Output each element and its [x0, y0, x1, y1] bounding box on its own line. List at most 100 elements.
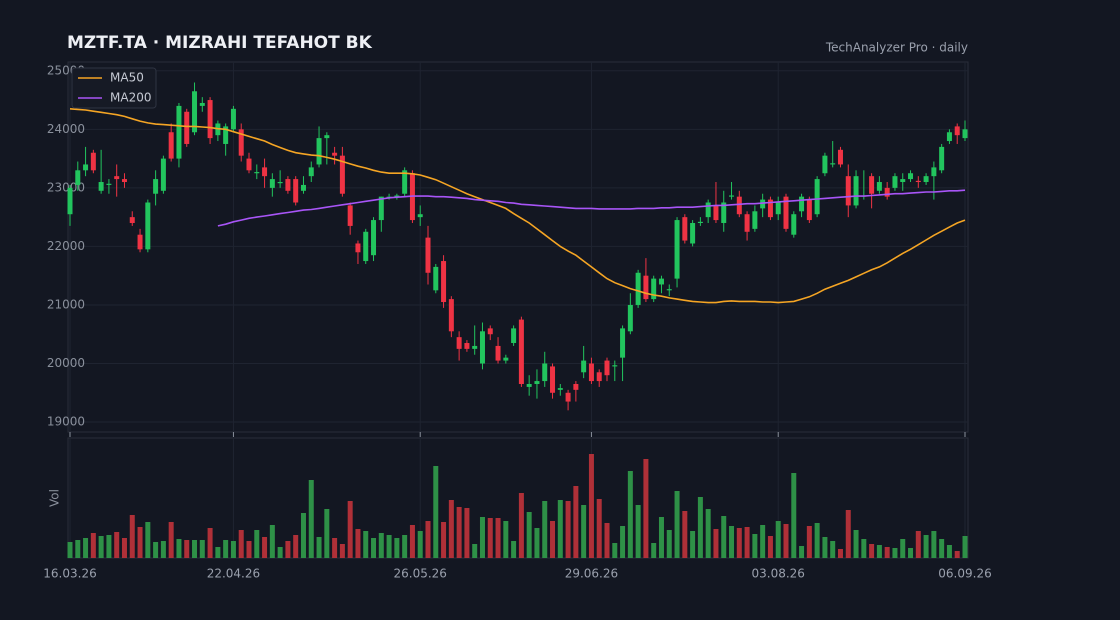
volume-bar — [269, 525, 275, 558]
volume-bar — [145, 522, 151, 558]
candle-body — [565, 392, 571, 402]
x-tick-label: 22.04.26 — [207, 567, 260, 581]
volume-bar — [869, 544, 875, 558]
x-tick-label: 16.03.26 — [43, 567, 96, 581]
volume-bar — [690, 531, 696, 558]
volume-bar — [199, 540, 205, 558]
candle-body — [83, 164, 89, 171]
volume-bar — [760, 525, 766, 558]
candle-body — [324, 135, 330, 139]
volume-bar — [433, 466, 439, 558]
volume-bar — [923, 535, 929, 558]
volume-bar — [830, 541, 836, 558]
volume-bar — [962, 536, 968, 558]
candle-body — [775, 202, 781, 215]
volume-panel — [67, 437, 969, 559]
volume-bar — [876, 545, 882, 558]
y-tick-label: 19000 — [47, 415, 85, 429]
volume-bar — [573, 486, 579, 558]
volume-bar — [908, 548, 914, 558]
volume-bar — [83, 538, 89, 558]
volume-bar — [168, 522, 174, 558]
candle-body — [666, 289, 672, 291]
candle-body — [402, 170, 408, 194]
volume-bar — [518, 493, 524, 558]
candle-body — [207, 100, 213, 139]
candle-body — [246, 158, 252, 171]
candle-body — [658, 278, 664, 285]
candle-body — [752, 211, 758, 229]
candle-body — [900, 179, 906, 183]
volume-bar — [814, 523, 820, 558]
volume-bar — [90, 533, 96, 558]
candle-body — [853, 176, 859, 206]
volume-bar — [635, 505, 641, 558]
candle-body — [363, 231, 369, 262]
candle-body — [690, 222, 696, 244]
candle-body — [472, 345, 478, 349]
volume-bar — [371, 538, 377, 558]
volume-bar — [511, 541, 517, 558]
candle-body — [495, 345, 501, 361]
ma-line — [217, 189, 966, 227]
candle-body — [114, 176, 120, 180]
candle-body — [479, 331, 485, 364]
candle-body — [433, 266, 439, 291]
candle-body — [378, 196, 384, 221]
volume-bar — [230, 541, 236, 558]
candle-body — [791, 214, 797, 235]
volume-bar — [736, 528, 742, 558]
volume-bar — [316, 537, 322, 558]
volume-bar — [845, 510, 851, 558]
candle-body — [783, 196, 789, 229]
candle-body — [931, 167, 937, 177]
volume-bar — [479, 517, 485, 558]
candle-body — [682, 217, 688, 241]
legend-label: MA200 — [110, 91, 151, 105]
volume-bar — [277, 547, 283, 558]
candle-body — [915, 180, 921, 183]
volume-bar — [441, 522, 447, 558]
candle-body — [822, 155, 828, 174]
candle-body — [557, 388, 563, 390]
volume-bar — [293, 535, 299, 558]
volume-bar — [939, 539, 945, 558]
volume-bar — [285, 541, 291, 558]
volume-bar — [409, 525, 415, 558]
candle-body — [736, 196, 742, 215]
candle-body — [106, 183, 112, 185]
volume-bar — [620, 526, 626, 558]
volume-bar — [837, 549, 843, 558]
candle-body — [946, 132, 952, 142]
volume-bar — [67, 542, 73, 558]
volume-bar — [254, 530, 260, 558]
volume-bar — [806, 526, 812, 558]
volume-bar — [378, 533, 384, 558]
candle-body — [448, 299, 454, 332]
candle-body — [604, 360, 610, 376]
candle-body — [223, 126, 229, 144]
volume-bar — [246, 541, 252, 558]
volume-bar — [363, 531, 369, 558]
volume-bar — [557, 500, 563, 558]
volume-bar — [386, 535, 392, 558]
volume-bar — [954, 551, 960, 558]
candle-body — [90, 152, 96, 171]
volume-bar — [744, 527, 750, 558]
volume-bar — [324, 509, 330, 558]
candle-body — [129, 217, 135, 223]
volume-bar — [456, 507, 462, 558]
candle-body — [542, 363, 548, 382]
volume-bar — [448, 500, 454, 558]
candle-body — [339, 155, 345, 194]
volume-bar — [472, 544, 478, 558]
volume-bar — [550, 521, 556, 558]
volume-bar — [666, 530, 672, 558]
volume-bar — [503, 521, 509, 558]
candle-body — [145, 202, 151, 250]
candle-body — [503, 357, 509, 361]
volume-bar — [106, 535, 112, 558]
volume-label: Vol — [48, 489, 62, 507]
volume-bar — [721, 516, 727, 558]
